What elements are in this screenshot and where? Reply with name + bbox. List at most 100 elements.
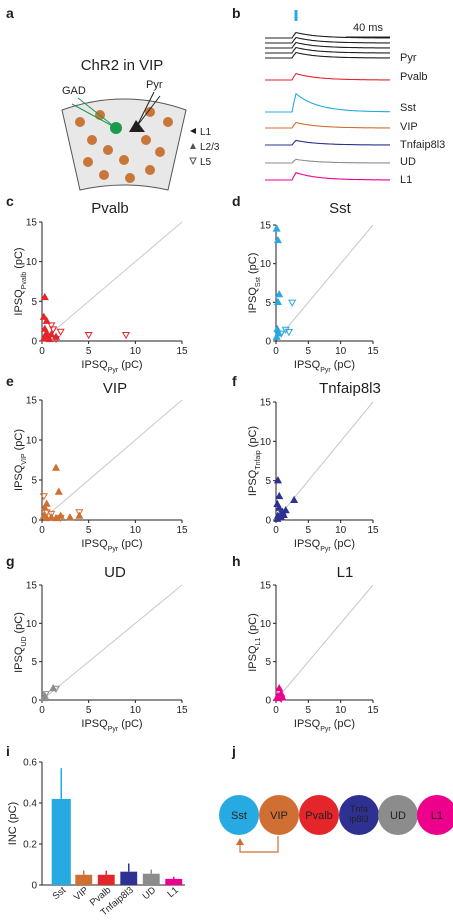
layer-label: L5 bbox=[200, 157, 212, 168]
node-label-line: Pvalb bbox=[305, 810, 333, 822]
bar bbox=[97, 874, 115, 885]
y-tick-label: 15 bbox=[26, 396, 38, 407]
cell-type-node bbox=[339, 795, 379, 835]
inhibition-arrow bbox=[239, 836, 279, 853]
trace bbox=[265, 158, 390, 164]
y-tick-label: 0.6 bbox=[23, 758, 37, 769]
axis-label-sub: Tnfaip bbox=[255, 450, 262, 470]
node-label-line: VIP bbox=[270, 810, 288, 822]
data-point bbox=[56, 328, 65, 337]
axis-label-unit: (pC) bbox=[13, 429, 25, 450]
x-tick-label: 10 bbox=[335, 705, 347, 716]
bar bbox=[51, 798, 71, 885]
trace-label: Tnfaip8l3 bbox=[400, 139, 445, 151]
x-tick-label: 5 bbox=[86, 346, 92, 357]
y-tick-label: 15 bbox=[260, 581, 272, 592]
x-tick-label: 0 bbox=[273, 705, 279, 716]
cell-type-node bbox=[378, 795, 418, 835]
axis-label-main: IPSQ bbox=[247, 287, 259, 314]
trace bbox=[265, 92, 390, 113]
data-point bbox=[284, 329, 293, 337]
data-point bbox=[273, 297, 282, 306]
axis-label-sub: VIP bbox=[21, 453, 28, 465]
axis-label: IPSQTnfaip (pC) bbox=[247, 426, 262, 496]
bar bbox=[165, 878, 183, 885]
pyr-label: Pyr bbox=[146, 79, 163, 91]
trace-label: UD bbox=[400, 156, 416, 168]
y-tick-label: 0.2 bbox=[23, 840, 37, 851]
data-point bbox=[39, 493, 48, 501]
axis-label: IPSQVIP (pC) bbox=[13, 429, 28, 491]
data-point bbox=[277, 695, 286, 703]
y-tick-label: 5 bbox=[31, 657, 37, 668]
axis-label: IPSQPyr (pC) bbox=[294, 538, 355, 553]
bar bbox=[75, 874, 93, 885]
data-point bbox=[56, 514, 65, 523]
axis-label-main: IPSQ bbox=[81, 359, 108, 371]
axis-label-sub: Pyr bbox=[320, 726, 331, 733]
chart-title: UD bbox=[104, 564, 126, 581]
trace-label: Sst bbox=[400, 102, 416, 114]
data-point bbox=[84, 331, 93, 340]
data-point bbox=[277, 330, 286, 338]
data-point bbox=[288, 299, 297, 307]
chart-title: Tnfaip8l3 bbox=[319, 380, 381, 397]
l5-marker bbox=[189, 157, 197, 166]
chart-title: Sst bbox=[329, 200, 352, 217]
y-tick-label: 0 bbox=[31, 516, 37, 527]
axis-label-main: IPSQ bbox=[81, 538, 108, 550]
x-tick-label: Sst bbox=[51, 885, 69, 902]
data-point bbox=[51, 685, 61, 694]
y-axis-label: INC (pC) bbox=[7, 802, 19, 845]
x-tick-label: 0 bbox=[39, 346, 45, 357]
data-point bbox=[272, 332, 281, 340]
axis-label: IPSQSst (pC) bbox=[247, 253, 262, 314]
data-point bbox=[47, 510, 56, 519]
trace-label: Pvalb bbox=[400, 71, 428, 83]
axis-label-sub: Pyr bbox=[108, 367, 119, 374]
axis-label-main: IPSQ bbox=[247, 469, 259, 496]
axis-label-sub: Sst bbox=[255, 277, 262, 287]
axis-label-main: IPSQ bbox=[13, 646, 25, 673]
panel-label: f bbox=[232, 373, 237, 389]
axis-label-unit: (pC) bbox=[334, 359, 355, 371]
axis-label-main: IPSQ bbox=[81, 718, 108, 730]
trace-label: L1 bbox=[400, 174, 412, 186]
axis-label-sub: UD bbox=[21, 636, 28, 646]
y-tick-label: 10 bbox=[260, 437, 272, 448]
panel-label: h bbox=[232, 553, 241, 569]
trace-label: Pyr bbox=[400, 52, 417, 64]
trace-label: VIP bbox=[400, 121, 418, 133]
data-point bbox=[51, 463, 61, 471]
axis-label: IPSQPyr (pC) bbox=[81, 538, 142, 553]
axis-label: IPSQL1 (pC) bbox=[247, 613, 262, 671]
x-tick-label: 10 bbox=[335, 346, 347, 357]
node-label: Pvalb bbox=[305, 810, 333, 822]
x-tick-label: 0 bbox=[39, 705, 45, 716]
y-tick-label: 0 bbox=[31, 337, 37, 348]
y-tick-label: 10 bbox=[26, 619, 38, 630]
x-tick-label: L1 bbox=[166, 885, 181, 900]
identity-line bbox=[275, 224, 374, 342]
axis-label-main: IPSQ bbox=[247, 645, 259, 672]
x-tick-label: 5 bbox=[306, 346, 312, 357]
trace bbox=[265, 31, 390, 39]
trace bbox=[265, 41, 390, 49]
axis-label-sub: Pyr bbox=[108, 726, 119, 733]
data-point bbox=[275, 503, 284, 511]
y-tick-label: 0 bbox=[265, 516, 271, 527]
axis-label-sub: Pyr bbox=[108, 546, 119, 553]
data-point bbox=[121, 331, 131, 340]
y-tick-label: 10 bbox=[26, 436, 38, 447]
y-tick-label: 10 bbox=[260, 259, 272, 270]
identity-line bbox=[41, 584, 183, 701]
data-point bbox=[47, 322, 56, 330]
y-tick-label: 0 bbox=[31, 881, 37, 892]
node-label-line: Sst bbox=[231, 810, 247, 822]
y-tick-label: 5 bbox=[31, 297, 37, 308]
layer-label: L1 bbox=[200, 127, 212, 138]
panel-label: d bbox=[232, 193, 241, 209]
trace bbox=[265, 72, 390, 81]
panel-label: b bbox=[232, 5, 241, 21]
